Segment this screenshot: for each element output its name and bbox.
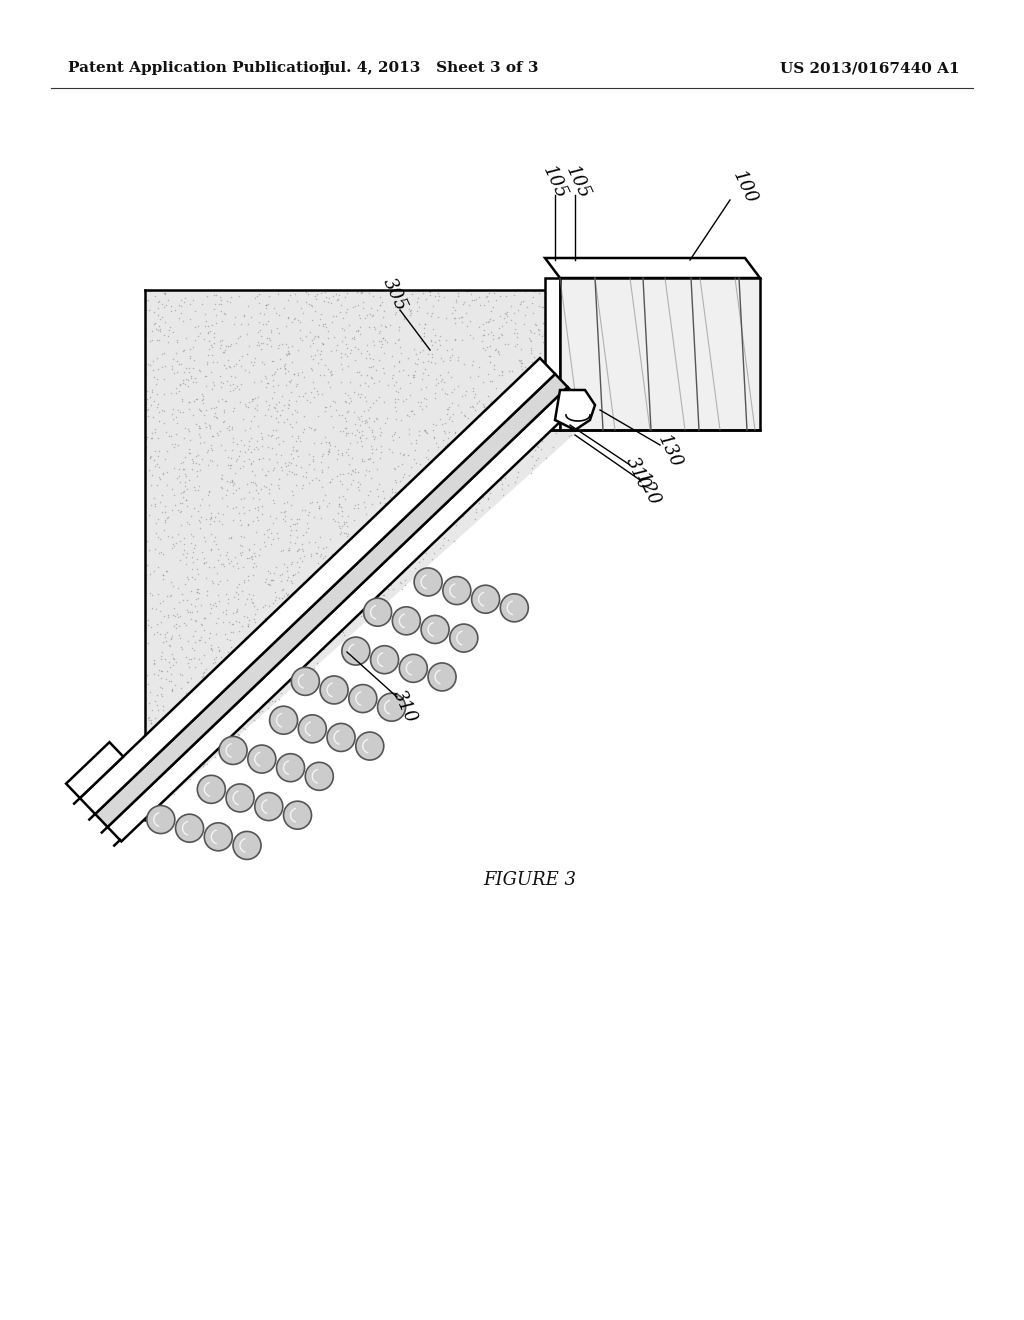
Circle shape [378, 693, 406, 721]
Polygon shape [545, 279, 560, 430]
Circle shape [428, 663, 456, 690]
Circle shape [392, 607, 420, 635]
Polygon shape [560, 279, 760, 430]
Circle shape [276, 754, 304, 781]
Circle shape [292, 668, 319, 696]
Circle shape [442, 577, 471, 605]
Circle shape [364, 598, 391, 626]
Text: 130: 130 [654, 433, 685, 471]
Polygon shape [145, 290, 590, 820]
Circle shape [255, 792, 283, 821]
Circle shape [198, 775, 225, 804]
Polygon shape [67, 742, 123, 799]
Text: Jul. 4, 2013   Sheet 3 of 3: Jul. 4, 2013 Sheet 3 of 3 [322, 61, 539, 75]
Circle shape [472, 585, 500, 614]
Circle shape [371, 645, 398, 673]
Text: US 2013/0167440 A1: US 2013/0167440 A1 [780, 61, 961, 75]
Text: 305: 305 [380, 276, 411, 314]
Circle shape [342, 638, 370, 665]
Circle shape [269, 706, 298, 734]
Circle shape [204, 822, 232, 851]
Circle shape [219, 737, 247, 764]
Circle shape [321, 676, 348, 704]
Polygon shape [108, 387, 582, 841]
Polygon shape [545, 257, 760, 279]
Text: 105: 105 [540, 164, 570, 202]
Circle shape [305, 763, 333, 791]
Circle shape [421, 615, 450, 643]
Circle shape [226, 784, 254, 812]
Circle shape [327, 723, 355, 751]
Text: 105: 105 [562, 164, 594, 202]
Text: Patent Application Publication: Patent Application Publication [68, 61, 330, 75]
Circle shape [248, 744, 275, 774]
Circle shape [233, 832, 261, 859]
Circle shape [298, 715, 327, 743]
Polygon shape [80, 358, 555, 814]
Circle shape [450, 624, 478, 652]
Text: 310: 310 [389, 688, 421, 726]
Text: 120: 120 [633, 470, 664, 510]
Circle shape [414, 568, 442, 595]
Circle shape [284, 801, 311, 829]
Circle shape [501, 594, 528, 622]
Polygon shape [555, 389, 595, 430]
Polygon shape [95, 374, 567, 828]
Text: 100: 100 [729, 169, 761, 207]
Circle shape [175, 814, 204, 842]
Circle shape [355, 733, 384, 760]
Text: FIGURE 3: FIGURE 3 [483, 871, 577, 888]
Circle shape [146, 805, 175, 833]
Circle shape [349, 685, 377, 713]
Text: 310: 310 [623, 454, 653, 494]
Circle shape [399, 655, 427, 682]
